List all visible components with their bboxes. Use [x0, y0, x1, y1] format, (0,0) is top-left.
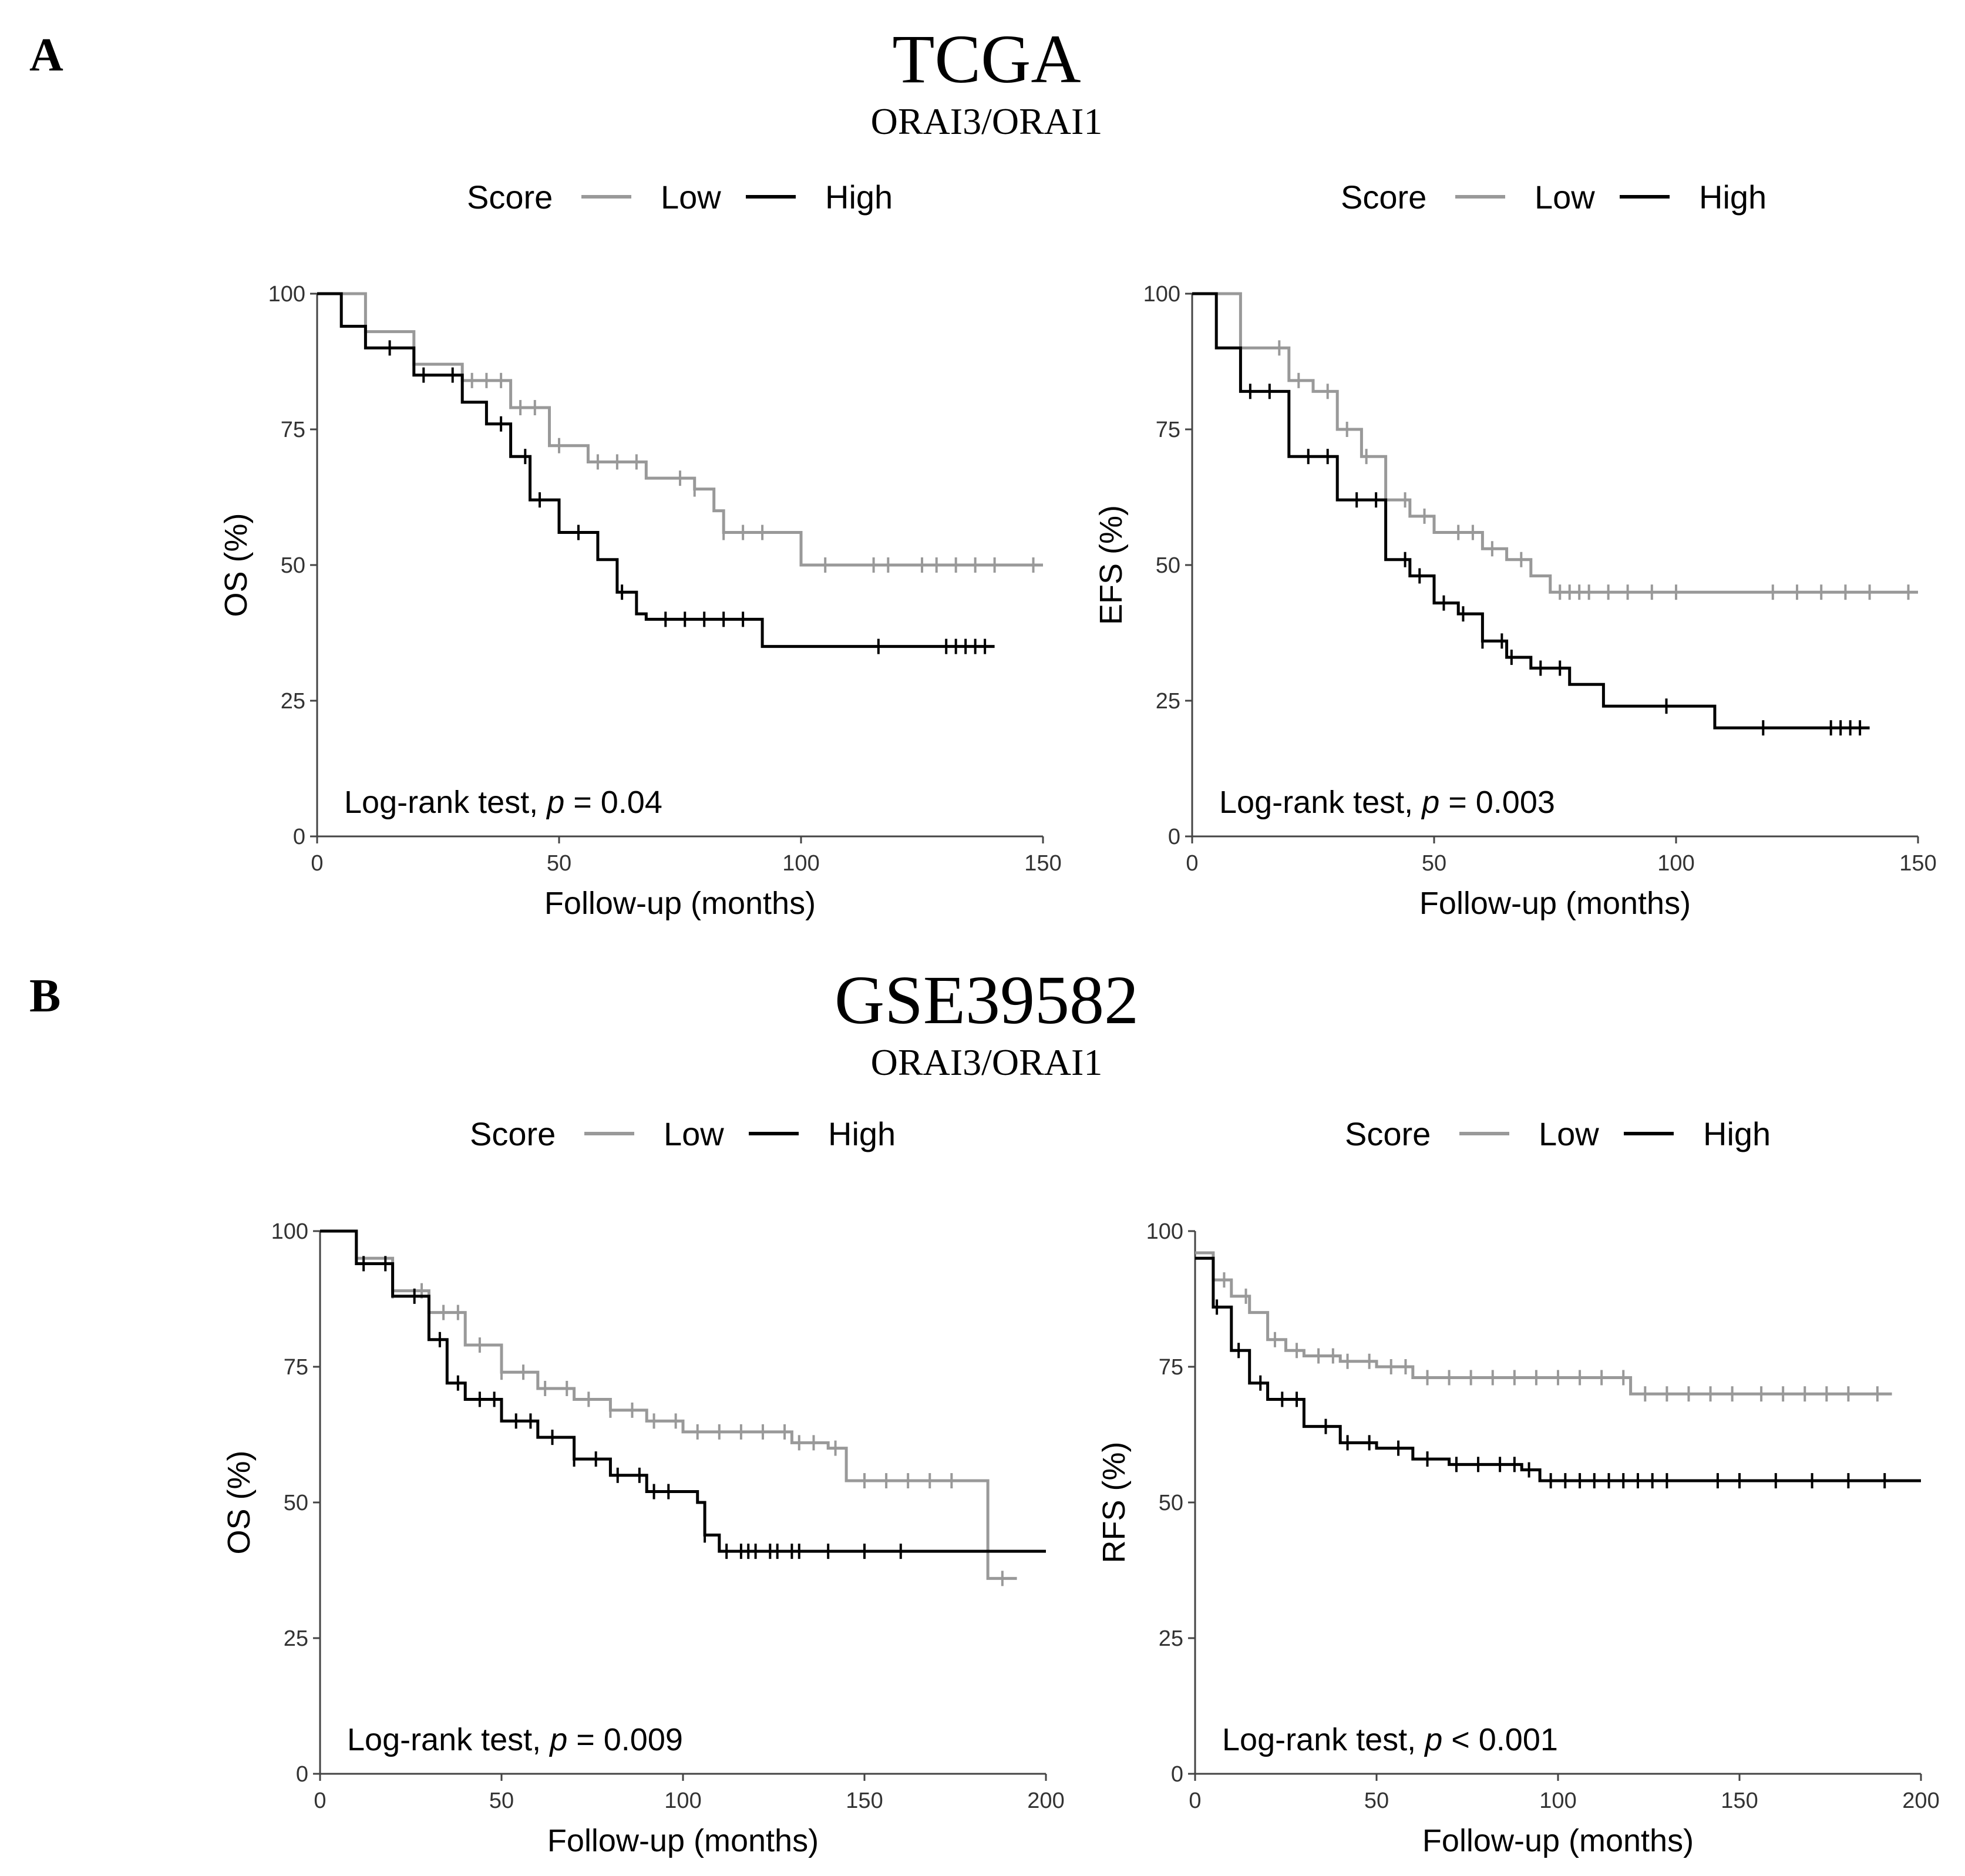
y-tick-label: 25 [281, 689, 305, 714]
x-tick-label: 150 [846, 1788, 883, 1813]
y-tick-label: 75 [1156, 418, 1180, 442]
y-tick-label: 50 [284, 1491, 308, 1515]
km-plot-tcga-efs: 0 25 50 75 100 0 50 100 150 Follow-up (months) EFS… [1093, 282, 1937, 921]
x-tick-label: 200 [1027, 1788, 1064, 1813]
annotation-value: = 0.003 [1439, 785, 1555, 820]
km-curve-high [1192, 292, 1870, 729]
y-tick-label: 50 [281, 553, 305, 578]
legend-high-label: High [828, 1115, 896, 1152]
annotation-prefix: Log-rank test, [344, 785, 547, 820]
y-tick-label: 75 [284, 1355, 308, 1380]
annotation-p-symbol: p [1424, 1722, 1442, 1757]
km-curve-low [1192, 292, 1918, 594]
legend-tcga-os: Score Low High [467, 179, 893, 216]
y-tick-label: 0 [296, 1762, 308, 1787]
y-tick-label: 25 [1156, 689, 1180, 714]
annotation-p-symbol: p [546, 785, 564, 820]
x-tick-label: 150 [1024, 851, 1061, 876]
legend-low-label: Low [1539, 1115, 1599, 1152]
x-tick-label: 100 [782, 851, 819, 876]
y-tick-label: 100 [268, 282, 305, 307]
log-rank-annotation: Log-rank test, p = 0.009 [347, 1722, 683, 1757]
log-rank-annotation: Log-rank test, p = 0.04 [344, 785, 662, 820]
annotation-prefix: Log-rank test, [1219, 785, 1422, 820]
y-tick-label: 75 [281, 418, 305, 442]
x-tick-label: 100 [664, 1788, 701, 1813]
legend-high-label: High [1703, 1115, 1771, 1152]
log-rank-annotation: Log-rank test, p = 0.003 [1219, 785, 1555, 820]
km-curve-high [1195, 1256, 1921, 1482]
y-tick-label: 25 [1159, 1626, 1183, 1651]
annotation-p-symbol: p [1421, 785, 1439, 820]
x-tick-label: 0 [1189, 1788, 1201, 1813]
y-tick-label: 75 [1159, 1355, 1183, 1380]
x-tick-label: 100 [1539, 1788, 1576, 1813]
dataset-title-a: TCGA [892, 21, 1081, 98]
legend-title: Score [1345, 1115, 1431, 1152]
legend-title: Score [467, 179, 553, 216]
x-tick-label: 50 [1364, 1788, 1389, 1813]
annotation-value: = 0.009 [567, 1722, 683, 1757]
x-tick-label: 0 [1186, 851, 1198, 876]
annotation-prefix: Log-rank test, [1222, 1722, 1425, 1757]
y-tick-label: 0 [1168, 825, 1180, 849]
x-axis-label: Follow-up (months) [544, 886, 816, 921]
x-tick-label: 0 [311, 851, 323, 876]
y-axis-label: OS (%) [221, 1450, 257, 1554]
x-tick-label: 50 [547, 851, 571, 876]
legend-low-label: Low [661, 179, 721, 216]
y-tick-label: 100 [271, 1219, 308, 1244]
km-curve-high [317, 292, 995, 648]
x-tick-label: 200 [1902, 1788, 1939, 1813]
dataset-subtitle-b: ORAI3/ORAI1 [871, 1041, 1103, 1083]
y-tick-label: 100 [1143, 282, 1180, 307]
dataset-title-b: GSE39582 [835, 961, 1139, 1038]
y-axis-label: RFS (%) [1096, 1442, 1132, 1564]
x-tick-label: 150 [1721, 1788, 1758, 1813]
log-rank-annotation: Log-rank test, p < 0.001 [1222, 1722, 1558, 1757]
annotation-p-symbol: p [549, 1722, 567, 1757]
annotation-value: < 0.001 [1442, 1722, 1558, 1757]
legend-high-label: High [1699, 179, 1767, 216]
y-tick-label: 0 [1171, 1762, 1183, 1787]
panel-letter-b: B [29, 970, 60, 1022]
y-axis-label: EFS (%) [1093, 505, 1129, 625]
y-axis-label: OS (%) [218, 513, 254, 617]
legend-low-label: Low [664, 1115, 724, 1152]
dataset-subtitle-a: ORAI3/ORAI1 [871, 100, 1103, 142]
km-plot-gse-os: 0 25 50 75 100 0 50 100 150 200 Follow-up (months)… [221, 1219, 1065, 1858]
y-tick-label: 100 [1146, 1219, 1183, 1244]
legend-title: Score [1341, 179, 1426, 216]
km-curve-low [320, 1229, 1017, 1580]
legend-title: Score [470, 1115, 556, 1152]
annotation-prefix: Log-rank test, [347, 1722, 550, 1757]
km-curve-high [320, 1229, 1046, 1553]
km-plot-tcga-os: 0 25 50 75 100 0 50 100 150 Follow-up (months) OS … [218, 282, 1062, 921]
x-tick-label: 100 [1657, 851, 1694, 876]
legend-high-label: High [825, 179, 893, 216]
y-tick-label: 0 [293, 825, 305, 849]
legend-gse-os: Score Low High [470, 1115, 896, 1152]
legend-gse-rfs: Score Low High [1345, 1115, 1771, 1152]
y-tick-label: 50 [1156, 553, 1180, 578]
legend-tcga-efs: Score Low High [1341, 179, 1767, 216]
annotation-value: = 0.04 [564, 785, 662, 820]
y-tick-label: 25 [284, 1626, 308, 1651]
panel-letter-a: A [29, 29, 63, 81]
legend-low-label: Low [1535, 179, 1595, 216]
km-plot-gse-rfs: 0 25 50 75 100 0 50 100 150 200 Follow-up (months)… [1096, 1219, 1940, 1858]
x-tick-label: 50 [1422, 851, 1446, 876]
x-axis-label: Follow-up (months) [547, 1823, 819, 1858]
x-axis-label: Follow-up (months) [1419, 886, 1691, 921]
y-tick-label: 50 [1159, 1491, 1183, 1515]
x-tick-label: 0 [314, 1788, 326, 1813]
x-axis-label: Follow-up (months) [1422, 1823, 1694, 1858]
x-tick-label: 150 [1899, 851, 1936, 876]
x-tick-label: 50 [489, 1788, 514, 1813]
